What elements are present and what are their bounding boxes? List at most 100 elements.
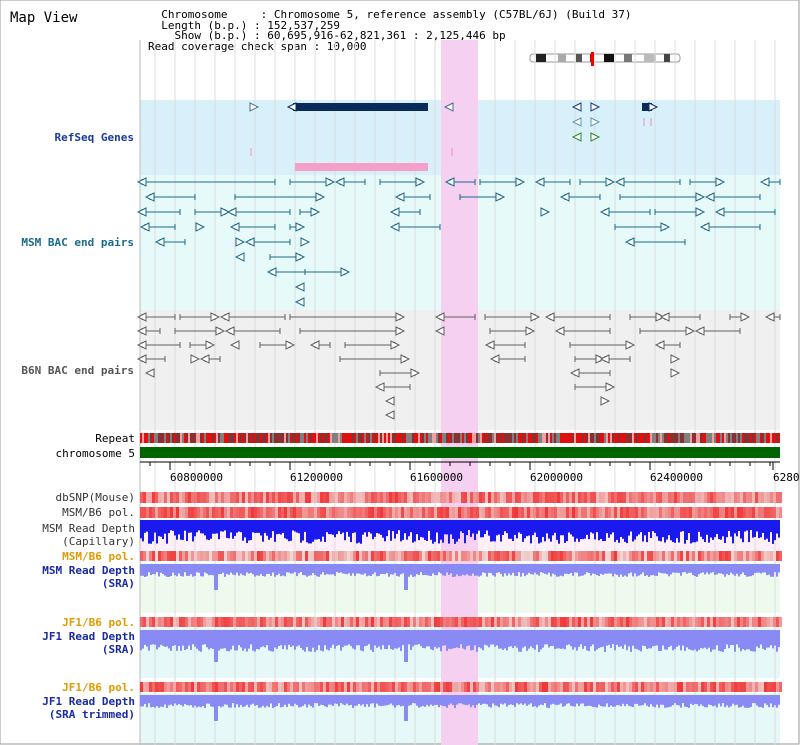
b6n-end-arrow[interactable]	[384, 396, 395, 406]
msm-end-arrow[interactable]	[695, 207, 706, 217]
b6n-end-arrow[interactable]	[215, 326, 226, 336]
msm-end-arrow[interactable]	[334, 177, 345, 187]
msm-end-arrow[interactable]	[266, 267, 277, 277]
msm-end-arrow[interactable]	[559, 192, 570, 202]
b6n-end-arrow[interactable]	[136, 326, 147, 336]
b6n-end-arrow[interactable]	[219, 312, 230, 322]
msm-end-arrow[interactable]	[295, 252, 306, 262]
gene-arrow[interactable]	[590, 117, 601, 127]
msm-end-arrow[interactable]	[154, 237, 165, 247]
msm-end-arrow[interactable]	[444, 177, 455, 187]
b6n-end-arrow[interactable]	[599, 354, 610, 364]
chromosome-ideogram[interactable]	[528, 52, 684, 66]
b6n-end-arrow[interactable]	[484, 340, 495, 350]
b6n-end-arrow[interactable]	[390, 340, 401, 350]
b6n-end-arrow[interactable]	[544, 312, 555, 322]
msm-end-arrow[interactable]	[759, 177, 770, 187]
b6n-end-arrow[interactable]	[395, 312, 406, 322]
b6n-end-arrow[interactable]	[190, 354, 201, 364]
gene-arrow[interactable]	[571, 117, 582, 127]
gene-arrow[interactable]	[590, 132, 601, 142]
msm-end-arrow[interactable]	[415, 177, 426, 187]
b6n-end-arrow[interactable]	[554, 326, 565, 336]
b6n-end-arrow[interactable]	[670, 368, 681, 378]
b6n-end-arrow[interactable]	[489, 354, 500, 364]
gene-block[interactable]	[293, 103, 428, 111]
msm-end-arrow[interactable]	[294, 282, 305, 292]
msm-end-arrow[interactable]	[234, 252, 245, 262]
msm-end-arrow[interactable]	[515, 177, 526, 187]
b6n-end-arrow[interactable]	[224, 326, 235, 336]
gene-arrow[interactable]	[286, 102, 297, 112]
b6n-end-arrow[interactable]	[694, 326, 705, 336]
gene-arrow[interactable]	[571, 102, 582, 112]
msm-end-arrow[interactable]	[144, 192, 155, 202]
b6n-end-arrow[interactable]	[205, 340, 216, 350]
b6n-end-arrow[interactable]	[136, 340, 147, 350]
b6n-end-arrow[interactable]	[210, 312, 221, 322]
msm-end-arrow[interactable]	[714, 207, 725, 217]
b6n-end-arrow[interactable]	[199, 354, 210, 364]
b6n-end-arrow[interactable]	[229, 340, 240, 350]
msm-end-arrow[interactable]	[136, 177, 147, 187]
msm-end-arrow[interactable]	[315, 192, 326, 202]
msm-end-arrow[interactable]	[699, 222, 710, 232]
b6n-end-arrow[interactable]	[605, 382, 616, 392]
msm-end-arrow[interactable]	[495, 192, 506, 202]
msm-end-arrow[interactable]	[226, 207, 237, 217]
b6n-end-arrow[interactable]	[569, 368, 580, 378]
gene-arrow[interactable]	[590, 102, 601, 112]
gene-arrow[interactable]	[443, 102, 454, 112]
b6n-end-arrow[interactable]	[530, 312, 541, 322]
b6n-end-arrow[interactable]	[410, 368, 421, 378]
msm-end-arrow[interactable]	[220, 207, 231, 217]
gene-block[interactable]	[642, 103, 652, 111]
msm-end-arrow[interactable]	[540, 207, 551, 217]
b6n-end-arrow[interactable]	[384, 410, 395, 420]
b6n-end-arrow[interactable]	[374, 382, 385, 392]
msm-end-arrow[interactable]	[394, 192, 405, 202]
b6n-end-arrow[interactable]	[600, 396, 611, 406]
msm-end-arrow[interactable]	[235, 237, 246, 247]
gene-transcript[interactable]	[295, 163, 428, 171]
b6n-end-arrow[interactable]	[434, 326, 445, 336]
msm-end-arrow[interactable]	[614, 177, 625, 187]
b6n-end-arrow[interactable]	[309, 340, 320, 350]
msm-end-arrow[interactable]	[295, 222, 306, 232]
msm-end-arrow[interactable]	[300, 237, 311, 247]
b6n-end-arrow[interactable]	[136, 354, 147, 364]
b6n-end-arrow[interactable]	[434, 312, 445, 322]
msm-end-arrow[interactable]	[704, 192, 715, 202]
b6n-end-arrow[interactable]	[659, 312, 670, 322]
msm-end-arrow[interactable]	[695, 192, 706, 202]
msm-end-arrow[interactable]	[605, 177, 616, 187]
b6n-end-arrow[interactable]	[136, 312, 147, 322]
b6n-end-arrow[interactable]	[144, 368, 155, 378]
b6n-end-arrow[interactable]	[654, 340, 665, 350]
msm-end-arrow[interactable]	[310, 207, 321, 217]
b6n-end-arrow[interactable]	[625, 340, 636, 350]
msm-end-arrow[interactable]	[389, 222, 400, 232]
b6n-end-arrow[interactable]	[525, 326, 536, 336]
msm-end-arrow[interactable]	[229, 222, 240, 232]
msm-end-arrow[interactable]	[389, 207, 400, 217]
b6n-end-arrow[interactable]	[740, 312, 751, 322]
msm-end-arrow[interactable]	[715, 177, 726, 187]
highlight-region[interactable]	[441, 40, 478, 745]
msm-end-arrow[interactable]	[195, 222, 206, 232]
b6n-end-arrow[interactable]	[685, 326, 696, 336]
msm-end-arrow[interactable]	[136, 207, 147, 217]
gene-arrow[interactable]	[648, 102, 659, 112]
b6n-end-arrow[interactable]	[395, 326, 406, 336]
msm-end-arrow[interactable]	[294, 297, 305, 307]
msm-end-arrow[interactable]	[599, 207, 610, 217]
msm-end-arrow[interactable]	[244, 237, 255, 247]
msm-end-arrow[interactable]	[340, 267, 351, 277]
msm-end-arrow[interactable]	[139, 222, 150, 232]
gene-arrow[interactable]	[249, 102, 260, 112]
msm-end-arrow[interactable]	[624, 237, 635, 247]
b6n-end-arrow[interactable]	[400, 354, 411, 364]
msm-end-arrow[interactable]	[534, 177, 545, 187]
b6n-end-arrow[interactable]	[670, 354, 681, 364]
